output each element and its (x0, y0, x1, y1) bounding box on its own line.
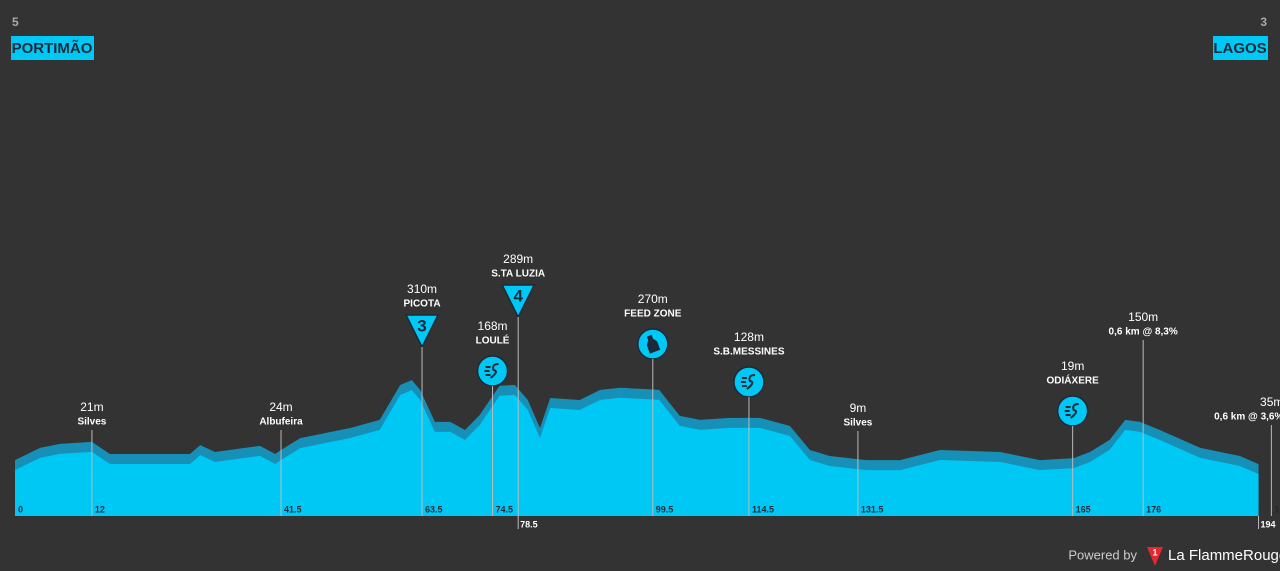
sprint-glyph (740, 374, 755, 390)
waypoint-name: Silves (77, 417, 106, 428)
km-label: 114.5 (752, 504, 774, 514)
waypoint-elevation: 150m (1128, 310, 1158, 324)
waypoint-name: PICOTA (404, 299, 441, 310)
climb-category: 3 (417, 316, 426, 335)
finish-name: LAGOS (1213, 40, 1266, 57)
waypoint-elevation: 310m (407, 282, 437, 296)
waypoint-name: Silves (843, 418, 872, 429)
sprint-icon (1056, 395, 1089, 427)
km-label: 41.5 (284, 504, 302, 514)
km-label: 131.5 (861, 504, 884, 514)
waypoint-name: LOULÉ (476, 334, 510, 347)
km-label: 74.5 (496, 504, 514, 514)
waypoint-name: 0,6 km @ 8,3% (1109, 327, 1178, 338)
logo-number: 1 (1152, 547, 1157, 557)
start-box (11, 36, 94, 60)
start-number: 5 (12, 15, 19, 29)
sprint-icon (476, 355, 509, 387)
km-label: 176 (1146, 504, 1161, 514)
waypoint-elevation: 19m (1061, 359, 1084, 373)
waypoint-elevation: 289m (503, 252, 533, 266)
km-label: 12 (95, 504, 105, 514)
waypoint-name: S.B.MESSINES (713, 347, 784, 358)
start-name: PORTIMÃO (12, 39, 93, 57)
waypoint-elevation: 35m (1260, 395, 1280, 409)
climb-icon (500, 284, 536, 319)
sprint-glyph (484, 363, 499, 379)
waypoint-elevation: 9m (850, 401, 867, 415)
km-label-below: 78.5 (520, 519, 538, 529)
sprint-icon (733, 366, 765, 398)
km-label-below: 194 (1261, 519, 1276, 529)
waypoint-name: Albufeira (259, 417, 303, 428)
feed-glyph (646, 334, 661, 354)
finish-box (1213, 36, 1268, 60)
sprint-glyph (1064, 403, 1079, 419)
powered-by: Powered by (1068, 547, 1137, 562)
waypoint-name: S.TA LUZIA (491, 269, 545, 280)
climb-category: 4 (513, 286, 523, 305)
km-label: 99.5 (656, 504, 674, 514)
waypoint-name: ODIÁXERE (1047, 374, 1100, 387)
waypoint-elevation: 128m (734, 330, 764, 344)
logo-shape (1147, 547, 1163, 566)
waypoint-elevation: 168m (478, 319, 508, 333)
climb-icon (404, 314, 440, 349)
finish-number: 3 (1260, 15, 1267, 29)
km-label: 165 (1076, 504, 1091, 514)
waypoint-name: FEED ZONE (624, 309, 682, 320)
waypoint-elevation: 270m (638, 292, 668, 306)
waypoint-elevation: 21m (80, 400, 103, 414)
waypoint-elevation: 24m (269, 400, 292, 414)
km-label: 0 (18, 504, 23, 514)
profile-area (15, 390, 1259, 516)
brand: La FlammeRouge (1168, 547, 1280, 564)
waypoint-name: 0,6 km @ 3,6% (1214, 412, 1280, 423)
km-label: 196 (1274, 504, 1280, 514)
km-label: 63.5 (425, 504, 443, 514)
plot: 21m Silves 24m Albufeira 310m PICOTA 3 168mLOUL… (15, 252, 1280, 529)
